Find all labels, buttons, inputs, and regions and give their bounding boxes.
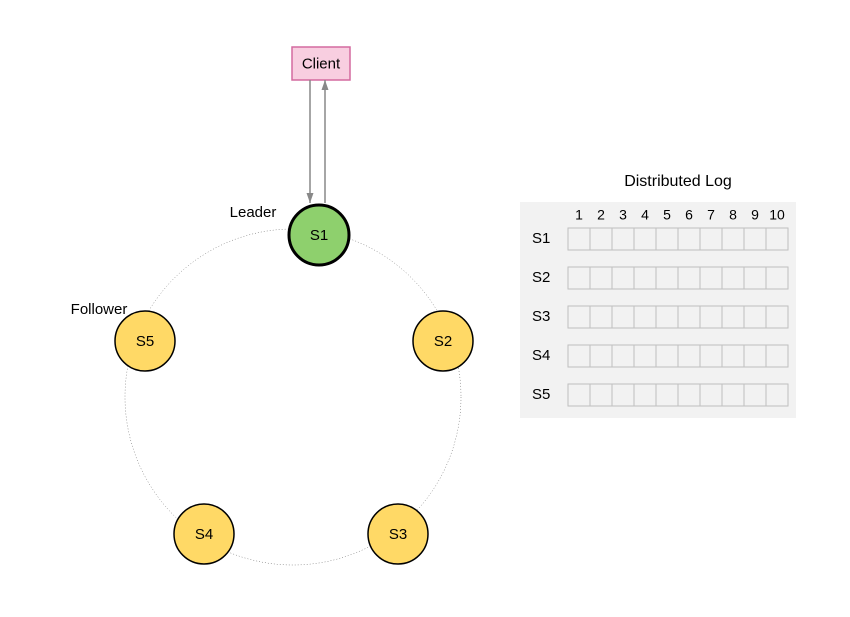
log-row-label: S1	[532, 230, 550, 247]
log-cell	[722, 267, 744, 289]
node-label: S2	[434, 333, 452, 350]
node-s4: S4	[174, 504, 234, 564]
log-cell	[722, 228, 744, 250]
log-col-header: 6	[685, 207, 693, 223]
log-cell	[568, 306, 590, 328]
log-cell	[700, 384, 722, 406]
log-cell	[700, 345, 722, 367]
log-cell	[744, 345, 766, 367]
log-row-label: S4	[532, 347, 550, 364]
node-s3: S3	[368, 504, 428, 564]
log-cell	[744, 228, 766, 250]
node-label: S4	[195, 526, 213, 543]
node-s1: S1	[289, 205, 349, 265]
follower-role-label: Follower	[71, 301, 128, 318]
log-cell	[678, 228, 700, 250]
log-cell	[678, 384, 700, 406]
leader-role-label: Leader	[230, 204, 277, 221]
log-cell	[656, 267, 678, 289]
log-cell	[612, 384, 634, 406]
log-cell	[656, 384, 678, 406]
log-cell	[744, 267, 766, 289]
log-cell	[722, 384, 744, 406]
log-col-header: 7	[707, 207, 715, 223]
log-cell	[634, 267, 656, 289]
log-cell	[700, 306, 722, 328]
log-cell	[656, 306, 678, 328]
log-cell	[568, 384, 590, 406]
log-col-header: 3	[619, 207, 627, 223]
log-col-header: 4	[641, 207, 649, 223]
log-row-label: S5	[532, 386, 550, 403]
node-label: S1	[310, 227, 328, 244]
log-cell	[590, 345, 612, 367]
log-col-header: 10	[769, 207, 785, 223]
log-cell	[722, 306, 744, 328]
arrow-leader-to-client	[322, 80, 329, 203]
log-cell	[744, 306, 766, 328]
log-cell	[612, 228, 634, 250]
log-cell	[590, 306, 612, 328]
log-cell	[634, 228, 656, 250]
client-label: Client	[302, 55, 341, 72]
log-cell	[612, 306, 634, 328]
log-cell	[700, 267, 722, 289]
log-cell	[722, 345, 744, 367]
log-cell	[590, 228, 612, 250]
log-cell	[678, 267, 700, 289]
log-cell	[744, 384, 766, 406]
log-cell	[590, 384, 612, 406]
log-cell	[634, 345, 656, 367]
log-cell	[766, 384, 788, 406]
log-cell	[766, 345, 788, 367]
log-cell	[634, 306, 656, 328]
log-cell	[634, 384, 656, 406]
log-cell	[568, 267, 590, 289]
log-cell	[678, 306, 700, 328]
log-cell	[656, 228, 678, 250]
node-s2: S2	[413, 311, 473, 371]
log-cell	[612, 345, 634, 367]
log-cell	[700, 228, 722, 250]
node-label: S5	[136, 333, 154, 350]
log-row-label: S3	[532, 308, 550, 325]
log-col-header: 5	[663, 207, 671, 223]
client-box: Client	[292, 47, 350, 80]
log-cell	[656, 345, 678, 367]
log-col-header: 2	[597, 207, 605, 223]
log-col-header: 9	[751, 207, 759, 223]
log-cell	[766, 228, 788, 250]
log-cell	[612, 267, 634, 289]
log-cell	[766, 267, 788, 289]
log-cell	[678, 345, 700, 367]
log-title: Distributed Log	[624, 173, 732, 190]
log-row-label: S2	[532, 269, 550, 286]
node-label: S3	[389, 526, 407, 543]
log-cell	[590, 267, 612, 289]
log-cell	[766, 306, 788, 328]
log-cell	[568, 228, 590, 250]
node-s5: S5	[115, 311, 175, 371]
log-col-header: 8	[729, 207, 737, 223]
arrow-client-to-leader	[307, 80, 314, 203]
log-col-header: 1	[575, 207, 583, 223]
log-cell	[568, 345, 590, 367]
